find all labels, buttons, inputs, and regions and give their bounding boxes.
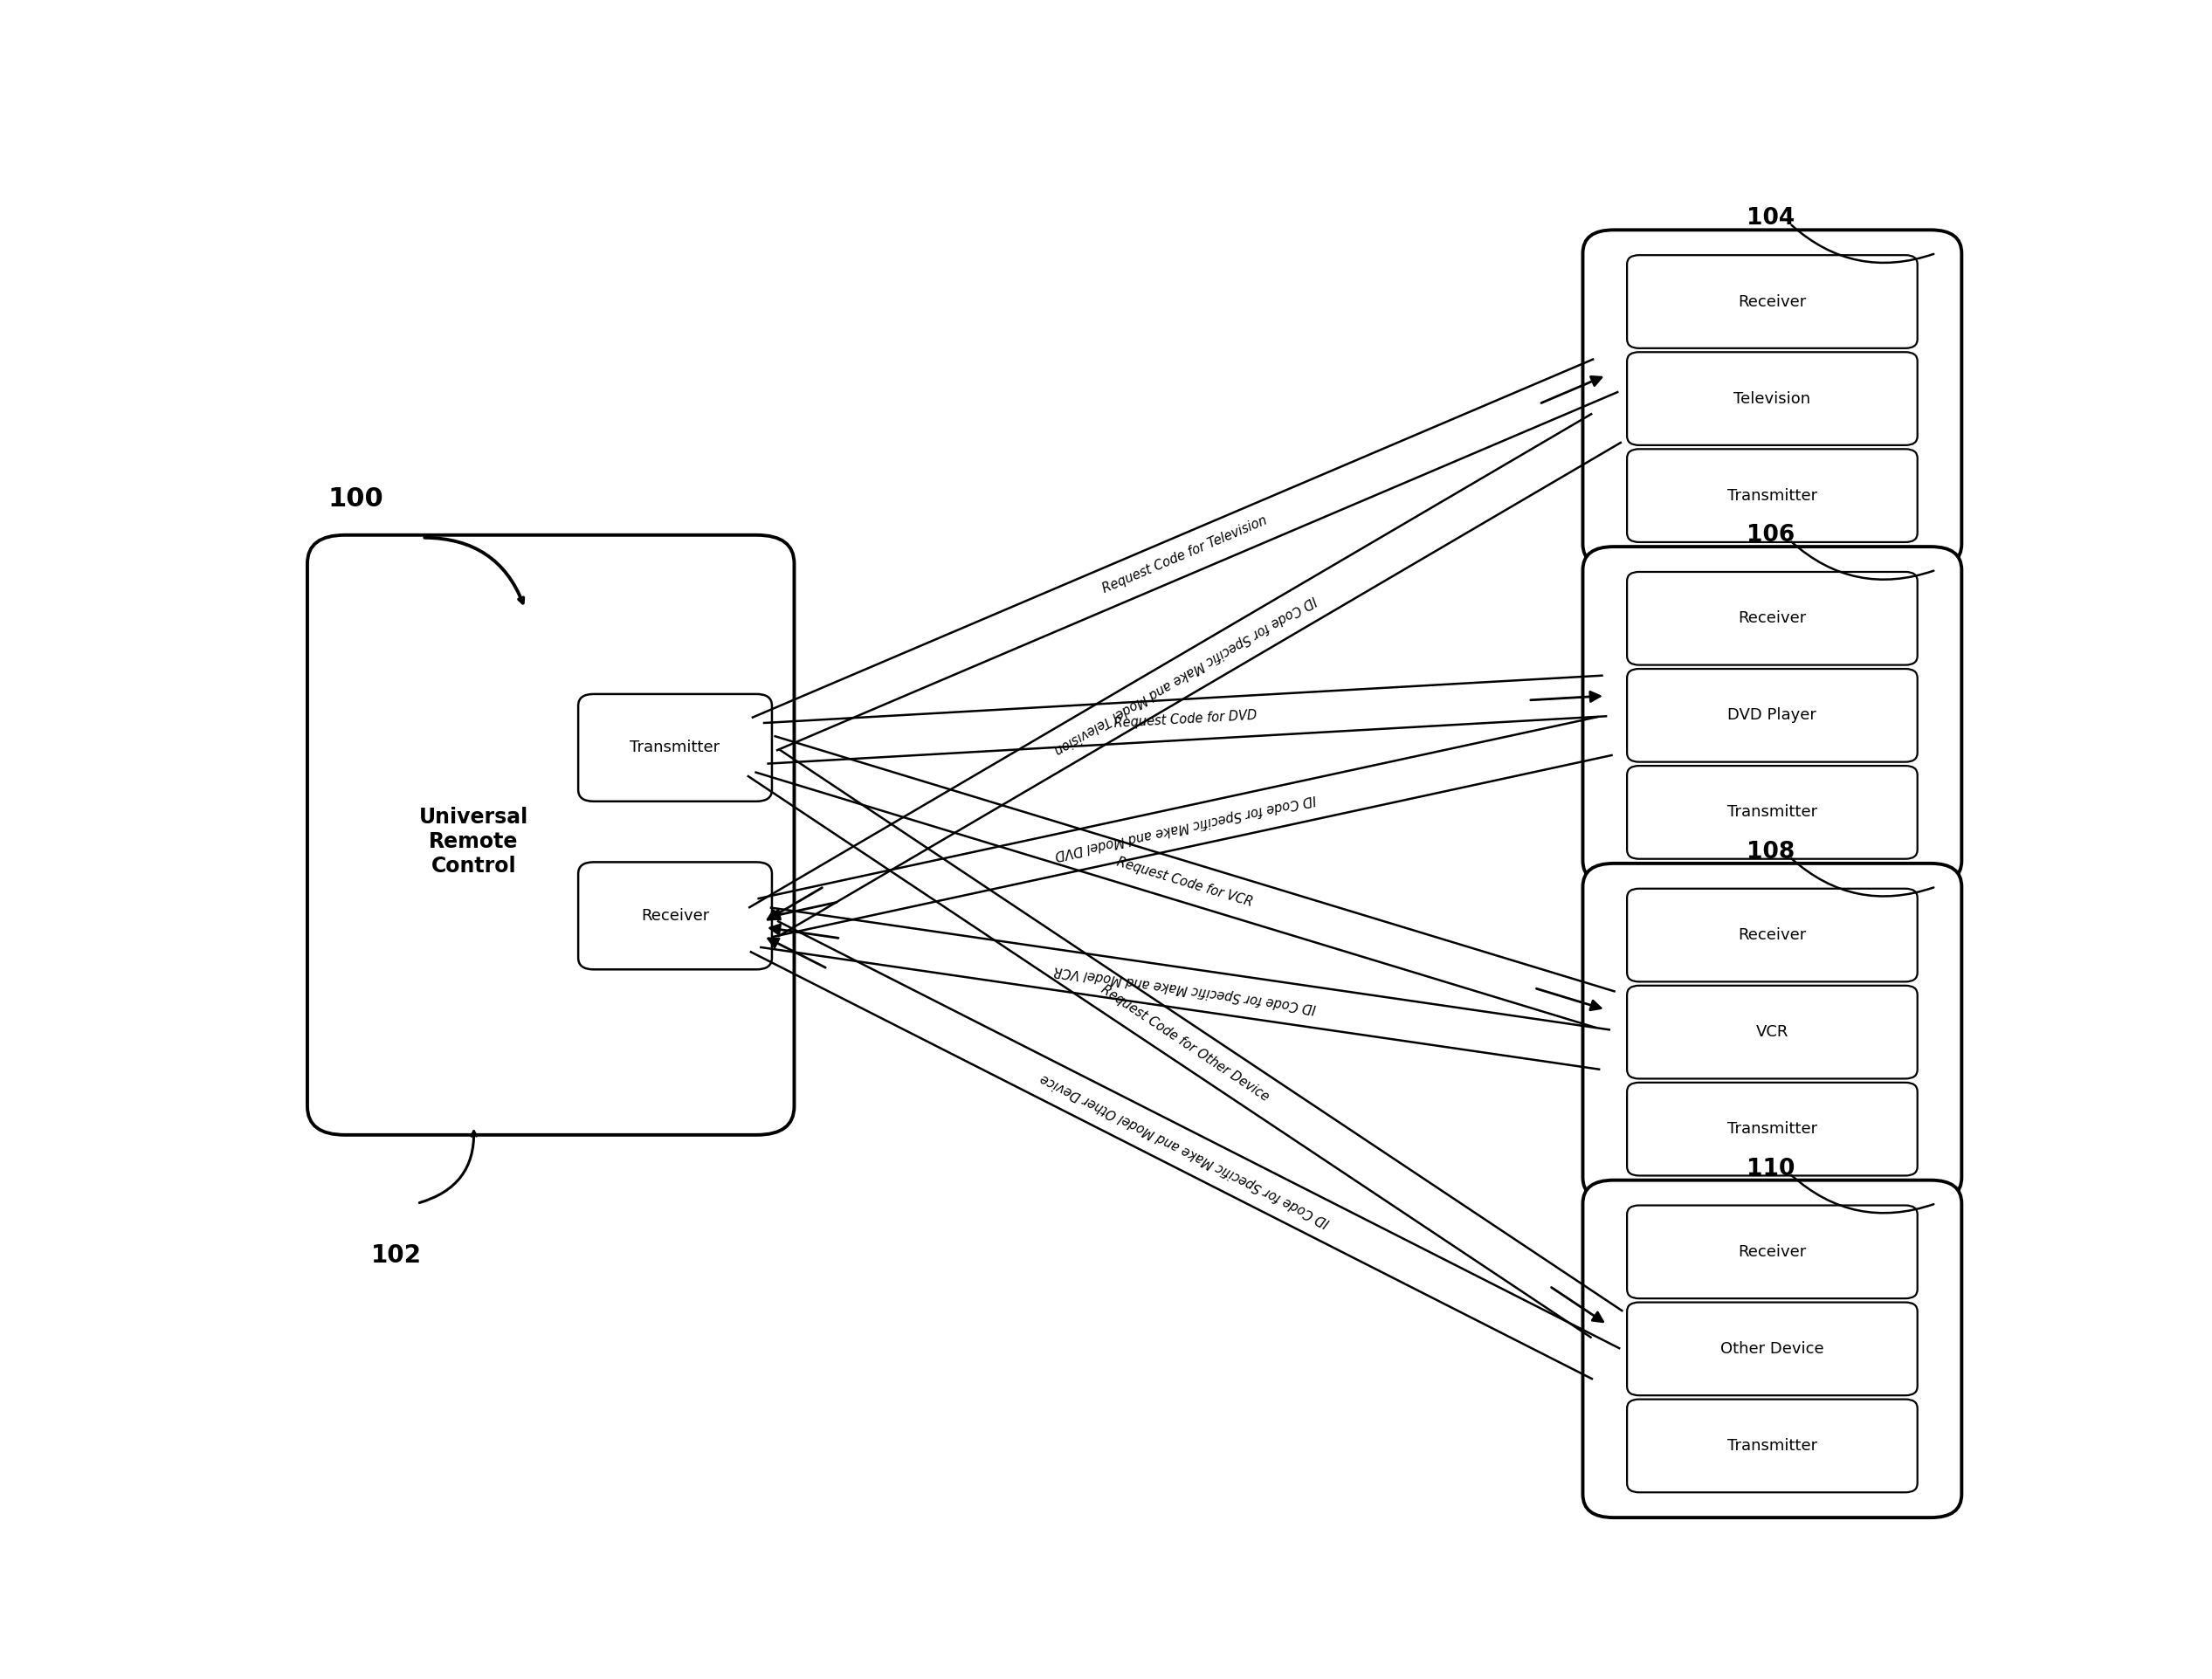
Text: Request Code for Other Device: Request Code for Other Device	[1099, 982, 1272, 1105]
Text: 100: 100	[327, 487, 383, 512]
Text: Request Code for Television: Request Code for Television	[1102, 514, 1270, 596]
FancyBboxPatch shape	[1628, 573, 1918, 665]
FancyBboxPatch shape	[1628, 668, 1918, 762]
Text: Request Code for VCR: Request Code for VCR	[1115, 855, 1254, 908]
FancyBboxPatch shape	[1584, 547, 1962, 885]
FancyBboxPatch shape	[1628, 353, 1918, 445]
FancyBboxPatch shape	[307, 536, 794, 1135]
Text: Television: Television	[1734, 391, 1812, 406]
Text: Request Code for DVD: Request Code for DVD	[1113, 709, 1256, 730]
Text: Universal
Remote
Control: Universal Remote Control	[418, 806, 529, 876]
Text: 108: 108	[1747, 841, 1796, 863]
FancyBboxPatch shape	[1628, 766, 1918, 860]
Text: Transmitter: Transmitter	[1728, 1122, 1818, 1137]
Text: ID Code for Specific Make and Model Television: ID Code for Specific Make and Model Tele…	[1051, 593, 1318, 757]
Text: 104: 104	[1747, 207, 1794, 230]
FancyBboxPatch shape	[1628, 1399, 1918, 1493]
Text: 106: 106	[1747, 524, 1796, 547]
Text: VCR: VCR	[1756, 1024, 1790, 1039]
Text: 110: 110	[1747, 1157, 1796, 1180]
Text: 102: 102	[372, 1242, 422, 1268]
FancyBboxPatch shape	[1628, 1206, 1918, 1298]
Text: Transmitter: Transmitter	[1728, 804, 1818, 821]
Text: Receiver: Receiver	[641, 908, 710, 923]
FancyBboxPatch shape	[1584, 1180, 1962, 1518]
Text: Receiver: Receiver	[1739, 1244, 1807, 1259]
Text: Transmitter: Transmitter	[630, 740, 721, 756]
FancyBboxPatch shape	[577, 861, 772, 969]
FancyBboxPatch shape	[1628, 986, 1918, 1078]
FancyBboxPatch shape	[1628, 255, 1918, 348]
FancyBboxPatch shape	[1584, 230, 1962, 568]
FancyBboxPatch shape	[1584, 863, 1962, 1200]
FancyBboxPatch shape	[1628, 888, 1918, 982]
Text: Receiver: Receiver	[1739, 294, 1807, 309]
Text: DVD Player: DVD Player	[1728, 707, 1816, 724]
Text: Other Device: Other Device	[1721, 1342, 1825, 1357]
Text: ID Code for Specific Make and Model DVD: ID Code for Specific Make and Model DVD	[1053, 792, 1316, 861]
Text: ID Code for Specific Make and Model VCR: ID Code for Specific Make and Model VCR	[1053, 964, 1316, 1014]
FancyBboxPatch shape	[1628, 1083, 1918, 1175]
FancyBboxPatch shape	[1628, 1303, 1918, 1395]
Text: Receiver: Receiver	[1739, 611, 1807, 626]
FancyBboxPatch shape	[577, 693, 772, 801]
FancyBboxPatch shape	[1628, 448, 1918, 542]
Text: Receiver: Receiver	[1739, 927, 1807, 944]
Text: ID Code for Specific Make and Model Other Device: ID Code for Specific Make and Model Othe…	[1037, 1071, 1332, 1229]
Text: Transmitter: Transmitter	[1728, 487, 1818, 504]
Text: Transmitter: Transmitter	[1728, 1437, 1818, 1454]
